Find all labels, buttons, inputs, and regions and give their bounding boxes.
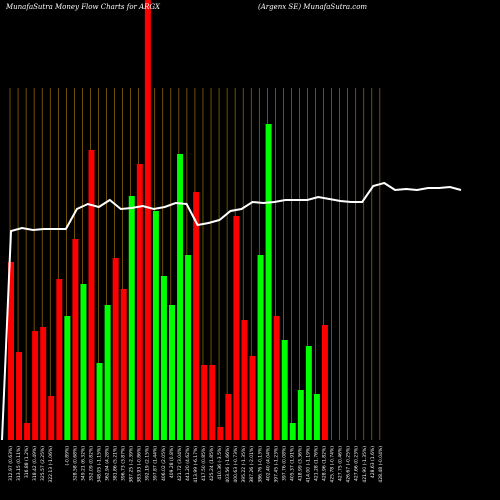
x-tick-label: 381.86 (5.21%)	[113, 446, 119, 481]
x-tick-label: 397.45 (-1.23%)	[273, 446, 279, 483]
x-tick-label: 322.13 (-1.06%)	[48, 446, 54, 483]
bar-down	[32, 331, 39, 440]
x-tick-label: 402.40 (4.04%)	[265, 446, 271, 481]
x-tick-label: 348.05 (-1.15%)	[96, 446, 102, 483]
bar-up	[257, 255, 264, 440]
x-tick-label: 313.15 (0.11%)	[16, 446, 22, 481]
x-tick-label: 325.57 (2.25%)	[40, 446, 46, 481]
bar-down	[144, 0, 151, 440]
x-tick-label: 418.99 (3.36%)	[297, 446, 303, 481]
x-tick-labels: 312.97 (0.63%) 313.15 (0.11%) 316.88 (1.2%…	[8, 446, 384, 483]
x-tick-label: 417.50 (0.85%)	[201, 446, 207, 481]
x-tick-label: 352.09 (0.82%)	[88, 446, 94, 481]
x-tick-label: 421.28 (1.76%)	[314, 446, 320, 481]
bar-down	[321, 325, 328, 440]
bar-down	[56, 279, 63, 440]
x-tick-label: 383.93 (-0.86%)	[137, 446, 143, 483]
x-tick-label: 426.67 (-0.25%)	[346, 446, 352, 483]
money-flow-line	[1, 181, 462, 441]
bar-up	[169, 305, 175, 440]
bar-down	[16, 352, 23, 440]
bar-down	[88, 150, 95, 440]
bar-up	[313, 394, 320, 440]
x-tick-label: 392.19 (2.15%)	[145, 446, 151, 481]
chart-title: MunafaSutra Money Flow Charts for ARGX	[5, 3, 161, 11]
x-tick-label: 421.72 (3.04%)	[177, 446, 183, 481]
x-tick-label: 362.94 (4.28%)	[105, 446, 111, 481]
bar-down	[112, 258, 119, 440]
bar-down	[8, 262, 14, 440]
bar-up	[297, 390, 304, 440]
bar-up	[104, 305, 111, 440]
x-tick-label: (-0.89%)	[64, 446, 70, 466]
x-tick-label: 312.97 (0.63%)	[8, 446, 14, 481]
bar-down	[241, 320, 248, 440]
bars	[8, 0, 328, 440]
bar-down	[209, 365, 216, 440]
bar-down	[24, 423, 31, 440]
x-tick-label: 316.88 (1.2%)	[24, 446, 30, 478]
x-tick-label: 396.73 (3.87%)	[121, 446, 127, 481]
x-tick-label: 387.26 (-2.01%)	[249, 446, 255, 483]
bar-down	[48, 396, 55, 440]
x-tick-label: 441.20 (4.62%)	[185, 446, 191, 481]
x-tick-label: 406.02 (2.05%)	[161, 446, 167, 481]
x-tick-label: 387.25 (-2.39%)	[129, 446, 135, 483]
x-tick-label: 395.22 (-1.35%)	[241, 446, 247, 483]
bar-up	[185, 255, 192, 440]
x-tick-label: 397.87 (1.44%)	[153, 446, 159, 481]
x-tick-label: 413.99 (-6.17%)	[193, 446, 199, 483]
x-tick-label: 425.24 (1.85%)	[209, 446, 215, 481]
bar-down	[225, 394, 232, 440]
x-tick-label: 427.66 (0.23%)	[354, 446, 360, 481]
bar-down	[249, 356, 256, 440]
x-tick-label: 318.42 (0.49%)	[32, 446, 38, 481]
bar-down	[72, 239, 79, 440]
x-tick-label: 428.63 (1.6%)	[370, 446, 376, 478]
x-tick-label: 386.76 (-0.13%)	[257, 446, 263, 483]
bar-up	[152, 211, 159, 440]
bar-down	[120, 289, 127, 440]
bar-down	[201, 365, 208, 440]
x-tick-label: 349.21 (6.32%)	[80, 446, 86, 481]
x-tick-label: 397.76 (0.08%)	[281, 446, 287, 481]
bar-down	[273, 316, 280, 440]
x-tick-label: 427.75 (0.46%)	[338, 446, 344, 481]
bar-down	[217, 427, 224, 440]
x-tick-label: 328.58 (0.68%)	[72, 446, 78, 481]
bar-up	[265, 124, 272, 440]
x-tick-label: 403.56 (-1.66%)	[225, 446, 231, 483]
x-tick-label: 425.78 (-0.74%)	[330, 446, 336, 483]
bar-down	[233, 216, 240, 440]
bar-up	[160, 276, 167, 440]
x-tick-label: 409.28 (0.8%)	[169, 446, 175, 478]
bar-up	[96, 363, 103, 440]
x-tick-label: 428.96 (1.82%)	[322, 446, 328, 481]
bar-down	[40, 327, 47, 440]
bar-up	[80, 284, 87, 440]
bar-up	[289, 423, 296, 440]
x-tick-label: 414.00 (-1.19%)	[306, 446, 312, 483]
bar-up	[177, 154, 184, 440]
x-tick-label: 405.37 (1.91%)	[289, 446, 295, 481]
bar-up	[128, 196, 135, 440]
bar-up	[64, 316, 71, 440]
bar-up	[305, 346, 312, 440]
x-tick-label: 400.63 (-0.73%)	[233, 446, 239, 483]
x-tick-label: 428.48 (-0.04%)	[378, 446, 384, 483]
bar-up	[281, 340, 288, 440]
x-tick-label: 421.90 (-1.35%)	[362, 446, 368, 483]
chart-subtitle: (Argenx SE) MunafaSutra.com	[258, 3, 367, 11]
bar-down	[193, 192, 200, 440]
bar-down	[136, 164, 143, 440]
x-tick-label: 410.36 (-3.5%)	[217, 446, 223, 480]
